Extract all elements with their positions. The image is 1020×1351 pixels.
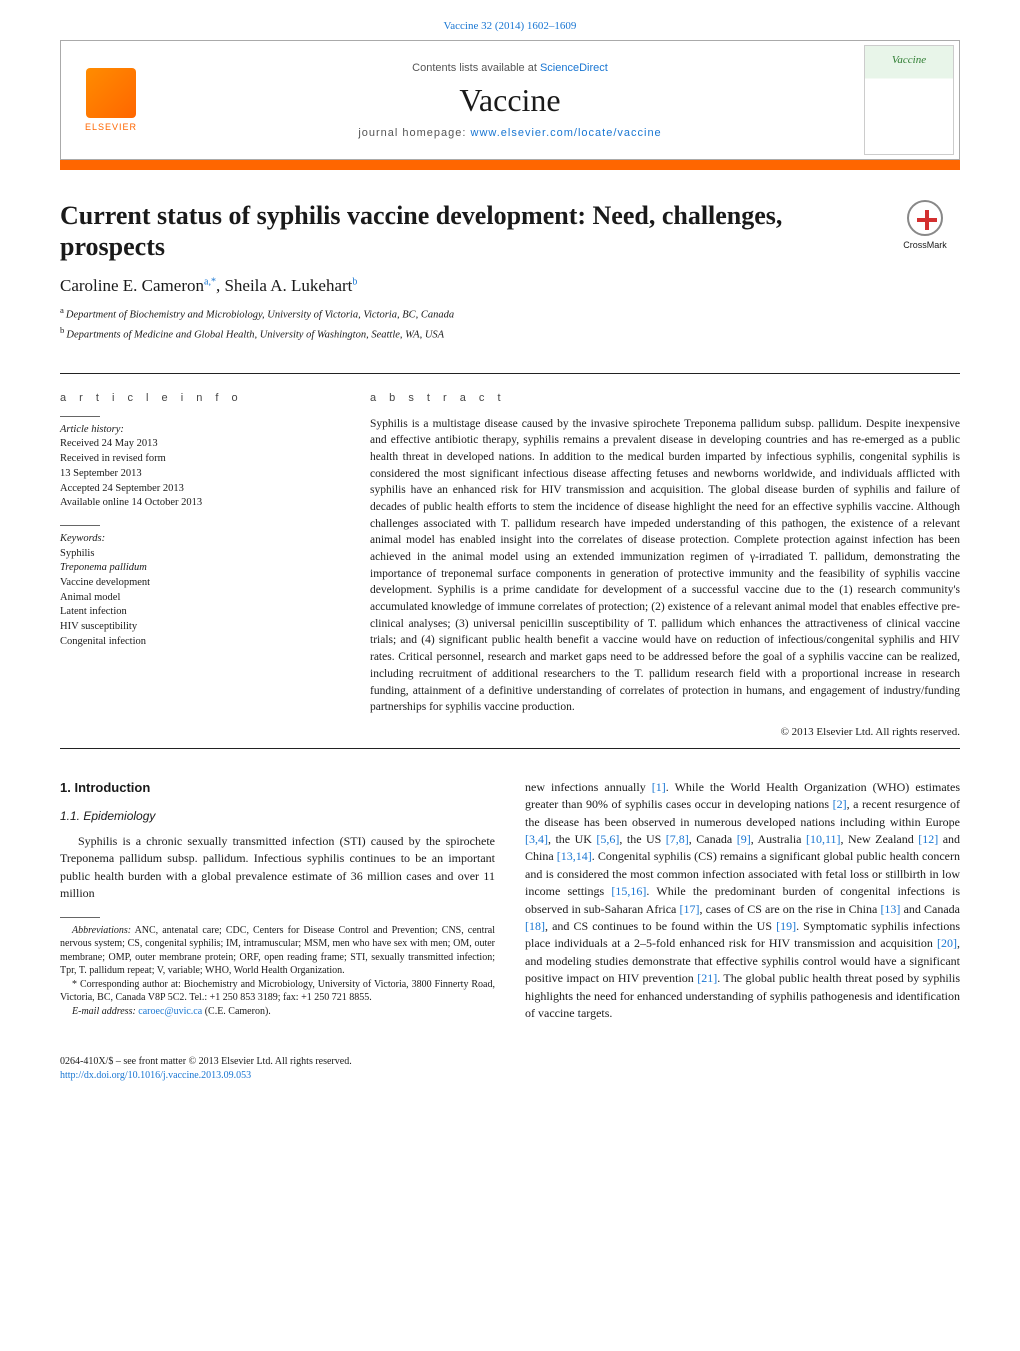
ref-link[interactable]: [12] <box>918 832 938 846</box>
article-header: CrossMark Current status of syphilis vac… <box>0 170 1020 363</box>
ref-link[interactable]: [13,14] <box>557 849 592 863</box>
ref-link[interactable]: [9] <box>737 832 751 846</box>
ref-link[interactable]: [18] <box>525 919 545 933</box>
ref-link[interactable]: [15,16] <box>611 884 646 898</box>
abbrev-footnote: Abbreviations: ANC, antenatal care; CDC,… <box>60 924 495 978</box>
author-2: Sheila A. Lukehart <box>224 276 352 295</box>
history-revised-1: Received in revised form <box>60 452 340 467</box>
ref-link[interactable]: [10,11] <box>806 832 841 846</box>
homepage-prefix: journal homepage: <box>358 127 470 139</box>
header-citation: Vaccine 32 (2014) 1602–1609 <box>0 0 1020 40</box>
journal-header-box: ELSEVIER Contents lists available at Sci… <box>60 40 960 160</box>
ref-link[interactable]: [7,8] <box>666 832 689 846</box>
keyword: Vaccine development <box>60 576 340 591</box>
footnote-block: Abbreviations: ANC, antenatal care; CDC,… <box>60 917 495 1019</box>
crossmark-icon <box>907 200 943 236</box>
issn-line: 0264-410X/$ – see front matter © 2013 El… <box>60 1055 960 1069</box>
ref-link[interactable]: [5,6] <box>596 832 619 846</box>
history-revised-2: 13 September 2013 <box>60 467 340 482</box>
article-info-col: a r t i c l e i n f o Article history: R… <box>60 392 340 738</box>
section-intro-heading: 1. Introduction <box>60 779 495 798</box>
history-received: Received 24 May 2013 <box>60 437 340 452</box>
subsection-epi-heading: 1.1. Epidemiology <box>60 808 495 825</box>
short-rule-1 <box>60 416 100 417</box>
keyword: Latent infection <box>60 605 340 620</box>
elsevier-logo: ELSEVIER <box>61 60 161 140</box>
history-online: Available online 14 October 2013 <box>60 496 340 511</box>
keyword: Treponema pallidum <box>60 561 340 576</box>
homepage-link[interactable]: www.elsevier.com/locate/vaccine <box>471 127 662 139</box>
article-title: Current status of syphilis vaccine devel… <box>60 200 960 262</box>
abstract-heading: a b s t r a c t <box>370 392 960 404</box>
elsevier-label: ELSEVIER <box>85 122 137 132</box>
keyword: Animal model <box>60 591 340 606</box>
corresponding-footnote: * Corresponding author at: Biochemistry … <box>60 978 495 1005</box>
affiliation-b: bDepartments of Medicine and Global Heal… <box>60 324 960 343</box>
crossmark-badge[interactable]: CrossMark <box>890 200 960 250</box>
author-2-sup: b <box>352 277 357 288</box>
keyword: Congenital infection <box>60 635 340 650</box>
abstract-text: Syphilis is a multistage disease caused … <box>370 416 960 716</box>
history-accepted: Accepted 24 September 2013 <box>60 482 340 497</box>
ref-link[interactable]: [3,4] <box>525 832 548 846</box>
short-rule-2 <box>60 525 100 526</box>
info-abstract-row: a r t i c l e i n f o Article history: R… <box>0 374 1020 738</box>
contents-prefix: Contents lists available at <box>412 62 540 74</box>
keywords-block: Keywords: Syphilis Treponema pallidum Va… <box>60 532 340 650</box>
page-footer: 0264-410X/$ – see front matter © 2013 El… <box>0 1045 1020 1113</box>
keyword: HIV susceptibility <box>60 620 340 635</box>
ref-link[interactable]: [20] <box>937 936 957 950</box>
author-1-sup: a,* <box>204 277 216 288</box>
contents-line: Contents lists available at ScienceDirec… <box>161 62 859 74</box>
authors-line: Caroline E. Camerona,*, Sheila A. Lukeha… <box>60 276 960 296</box>
email-link[interactable]: caroec@uvic.ca <box>138 1006 202 1017</box>
footnote-rule <box>60 917 100 918</box>
ref-link[interactable]: [21] <box>697 971 717 985</box>
author-1: Caroline E. Cameron <box>60 276 204 295</box>
crossmark-label: CrossMark <box>903 240 947 250</box>
ref-link[interactable]: [17] <box>679 902 699 916</box>
affiliation-a: aDepartment of Biochemistry and Microbio… <box>60 304 960 323</box>
keyword: Syphilis <box>60 547 340 562</box>
body-columns: 1. Introduction 1.1. Epidemiology Syphil… <box>0 749 1020 1045</box>
elsevier-tree-icon <box>86 68 136 118</box>
citation-link[interactable]: Vaccine 32 (2014) 1602–1609 <box>444 20 577 32</box>
abstract-col: a b s t r a c t Syphilis is a multistage… <box>370 392 960 738</box>
header-center: Contents lists available at ScienceDirec… <box>161 62 859 139</box>
history-label: Article history: <box>60 423 340 438</box>
journal-cover-thumb: Vaccine <box>864 45 954 155</box>
ref-link[interactable]: [19] <box>776 919 796 933</box>
homepage-line: journal homepage: www.elsevier.com/locat… <box>161 127 859 139</box>
ref-link[interactable]: [2] <box>833 797 847 811</box>
ref-link[interactable]: [13] <box>880 902 900 916</box>
keywords-label: Keywords: <box>60 532 340 547</box>
accent-bar <box>60 160 960 170</box>
abstract-copyright: © 2013 Elsevier Ltd. All rights reserved… <box>370 726 960 738</box>
body-p2: new infections annually [1]. While the W… <box>525 779 960 1022</box>
article-info-heading: a r t i c l e i n f o <box>60 392 340 404</box>
article-history: Article history: Received 24 May 2013 Re… <box>60 423 340 511</box>
body-p1: Syphilis is a chronic sexually transmitt… <box>60 833 495 903</box>
journal-name: Vaccine <box>161 82 859 119</box>
doi-link[interactable]: http://dx.doi.org/10.1016/j.vaccine.2013… <box>60 1070 251 1081</box>
email-footnote: E-mail address: caroec@uvic.ca (C.E. Cam… <box>60 1005 495 1019</box>
sciencedirect-link[interactable]: ScienceDirect <box>540 62 608 74</box>
ref-link[interactable]: [1] <box>652 780 666 794</box>
